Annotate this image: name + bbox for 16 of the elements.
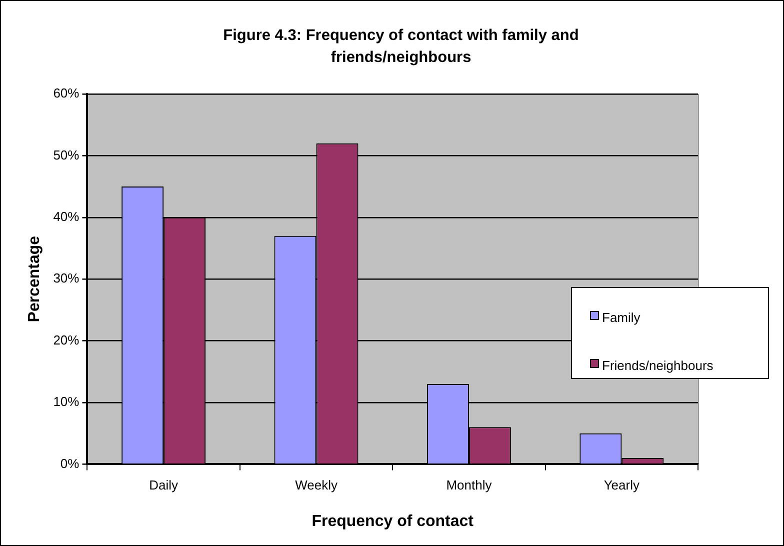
x-tick-label: Daily (149, 478, 179, 493)
x-tick-label: Weekly (295, 478, 338, 493)
x-tick-label: Monthly (446, 478, 492, 493)
y-tick-label: 10% (53, 394, 80, 410)
y-tick-label: 60% (53, 86, 80, 101)
y-tick-label: 30% (53, 270, 80, 286)
chart-title: Figure 4.3: Frequency of contact with family and friends/neighbours (222, 26, 580, 68)
y-tick-label: 20% (53, 332, 80, 348)
y-tick-label: 50% (53, 147, 80, 162)
y-tick-label: 40% (53, 208, 80, 224)
x-axis-title: Frequency of contact (312, 512, 474, 530)
y-tick-label: 0% (60, 456, 80, 471)
legend-label: Family (602, 310, 640, 325)
y-axis-title: Percentage (26, 236, 44, 322)
legend-label: Friends/neighbours (602, 358, 714, 373)
x-tick-label: Yearly (604, 478, 640, 493)
